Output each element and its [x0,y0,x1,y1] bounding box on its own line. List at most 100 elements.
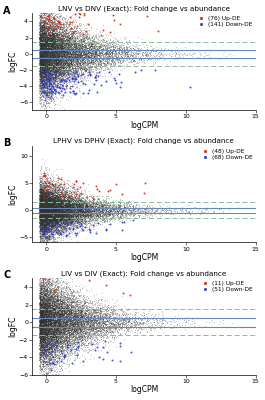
Point [38,320,43,326]
Point [59,36,63,42]
Point [92,39,96,45]
Point [69,19,73,25]
Point [40,212,45,218]
Point [39,60,43,66]
Point [117,49,121,56]
Point [68,195,72,201]
Point [70,326,74,332]
Point [77,217,81,223]
Point [79,333,83,339]
Point [59,209,63,215]
Point [57,29,61,36]
Point [40,203,45,210]
Point [41,220,45,226]
Point [39,42,43,48]
Point [50,78,55,85]
Point [69,309,73,316]
Point [55,212,60,218]
Point [37,212,42,219]
Point [54,66,58,73]
Point [45,327,49,333]
Point [37,59,42,65]
Point [45,291,50,297]
Point [57,211,61,217]
Point [43,210,48,217]
Point [41,211,46,217]
Point [76,199,80,206]
Point [78,206,82,212]
Point [60,61,65,68]
Point [70,304,74,311]
Point [38,228,42,235]
Point [39,196,43,202]
Point [44,341,48,348]
Point [55,73,60,79]
Point [76,197,80,204]
Point [60,314,64,321]
Point [78,54,82,61]
Point [53,198,57,204]
Point [38,302,42,308]
Point [38,340,42,346]
Point [50,340,54,346]
Point [40,47,45,54]
Point [46,201,50,208]
Point [104,54,108,61]
Point [59,324,63,330]
Point [105,205,109,211]
Point [67,72,71,79]
Point [55,334,59,340]
Point [47,311,51,317]
Point [47,42,52,48]
Point [124,33,129,40]
Point [50,52,55,59]
Point [48,208,52,215]
Point [72,332,76,338]
Point [53,201,57,208]
Point [74,208,78,215]
Point [53,226,58,232]
Point [65,200,70,206]
Point [83,45,87,51]
Point [71,319,76,326]
Point [103,64,107,71]
Point [41,225,45,232]
Point [67,202,72,208]
Point [138,209,142,215]
Point [47,178,52,185]
Point [46,200,50,206]
Point [39,35,43,42]
Point [38,302,43,308]
Point [57,215,61,222]
Point [80,318,84,324]
Point [50,305,54,312]
Point [86,204,90,211]
Point [48,305,52,312]
Point [74,63,78,69]
Point [71,304,75,310]
Point [40,301,44,307]
Point [48,27,52,34]
Point [48,222,52,228]
Point [161,208,166,214]
Point [77,207,82,213]
Point [54,68,58,74]
Point [55,54,59,60]
Point [59,232,63,238]
Point [39,41,43,48]
Point [66,32,70,38]
Point [45,261,50,267]
Point [55,37,59,43]
Point [71,308,75,315]
Point [61,77,65,83]
Point [39,300,43,307]
Point [74,333,79,340]
Point [80,208,84,214]
Point [78,52,82,58]
Point [43,66,47,73]
Point [80,22,84,29]
Point [66,306,70,313]
Point [63,298,67,304]
Point [44,303,48,310]
Point [65,210,69,217]
